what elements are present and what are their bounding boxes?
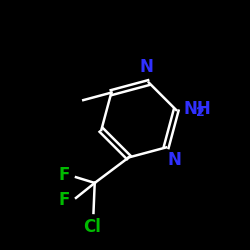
Text: N: N [139,58,153,76]
Text: F: F [58,192,70,210]
Text: F: F [58,166,70,184]
Text: 2: 2 [196,106,204,119]
Text: NH: NH [184,100,212,118]
Text: Cl: Cl [83,218,101,236]
Text: N: N [168,151,181,169]
